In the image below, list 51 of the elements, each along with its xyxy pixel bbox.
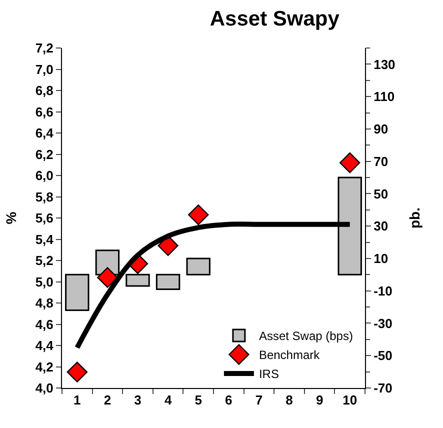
y2-tick-label: 70	[374, 154, 388, 169]
y2-tick-label: -30	[374, 316, 392, 331]
y2-tick-label: 110	[374, 89, 395, 104]
x-tick-label: 2	[104, 392, 112, 408]
bar	[65, 274, 90, 312]
y-tick-label: 6,2	[35, 146, 54, 162]
point	[340, 152, 360, 174]
y2-tick-label: -10	[374, 283, 392, 298]
y-tick-label: 6,4	[35, 126, 54, 141]
y-tick-label: 4,4	[35, 338, 54, 354]
legend-label: Asset Swap (bps)	[258, 329, 353, 344]
x-tick-label: 5	[194, 392, 202, 408]
y-axis-title: %	[2, 211, 19, 224]
y-tick-label: 5,6	[35, 210, 54, 226]
y-tick-label: 6,0	[35, 168, 54, 184]
x-tick-label: 4	[164, 392, 172, 408]
y-tick-label: 5,2	[35, 253, 54, 268]
point	[188, 204, 209, 226]
x-tick-label: 3	[134, 392, 142, 408]
y-tick-label: 4,8	[35, 296, 54, 311]
x-tick-label: 7	[255, 392, 263, 408]
y2-axis-title: pb.	[406, 208, 423, 228]
y-tick-label: 6,8	[35, 83, 54, 98]
legend-label: Benchmark	[258, 348, 321, 362]
y2-tick-label: -70	[374, 380, 392, 396]
y2-tick-label: 10	[374, 251, 388, 266]
point	[66, 362, 88, 382]
bar	[186, 258, 210, 276]
y2-tick-label: -50	[374, 348, 392, 364]
y-tick-label: 4,0	[35, 380, 54, 396]
y-tick-label: 4,2	[35, 359, 54, 374]
y-tick-label: 7,2	[35, 40, 54, 56]
y2-tick-label: 50	[374, 186, 388, 202]
chart-title: Asset Swapy	[210, 7, 340, 30]
y-tick-label: 6,6	[35, 104, 54, 120]
x-tick-label: 10	[342, 392, 358, 408]
y-tick-label: 5,8	[35, 189, 54, 204]
y2-tick-label: 30	[374, 218, 388, 234]
x-tick-label: 6	[225, 392, 232, 408]
y2-tick-label: 130	[374, 56, 396, 72]
y-tick-label: 5,0	[35, 274, 54, 290]
point	[97, 267, 118, 288]
y-tick-label: 7,0	[35, 62, 54, 77]
x-tick-label: 9	[316, 392, 324, 408]
x-tick-label: 8	[286, 392, 293, 408]
bar	[156, 274, 180, 290]
y-tick-label: 4,6	[35, 316, 54, 332]
y-tick-label: 5,4	[35, 232, 54, 247]
legend-label: IRS	[258, 367, 279, 382]
x-tick-label: 1	[74, 392, 81, 408]
y2-tick-label: 90	[374, 122, 388, 136]
